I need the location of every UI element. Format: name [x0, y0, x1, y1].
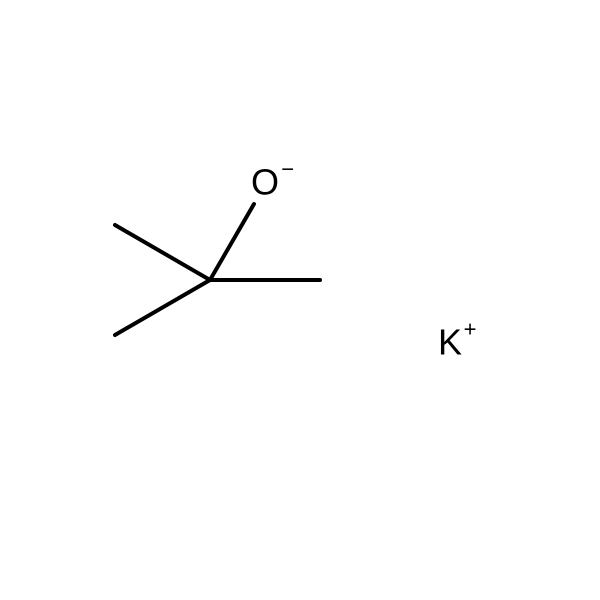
oxygen-label: O [251, 162, 279, 203]
oxygen-negative-charge: − [281, 156, 294, 181]
potassium-positive-charge: + [464, 316, 477, 341]
bond-lines [115, 204, 320, 335]
bond-line [115, 225, 210, 280]
oxygen-atom: O − [251, 156, 294, 202]
bond-line [210, 204, 254, 280]
chemical-structure-diagram: O − K + [0, 0, 600, 600]
potassium-counterion: K + [438, 316, 477, 362]
potassium-label: K [438, 322, 462, 363]
bond-line [115, 280, 210, 335]
